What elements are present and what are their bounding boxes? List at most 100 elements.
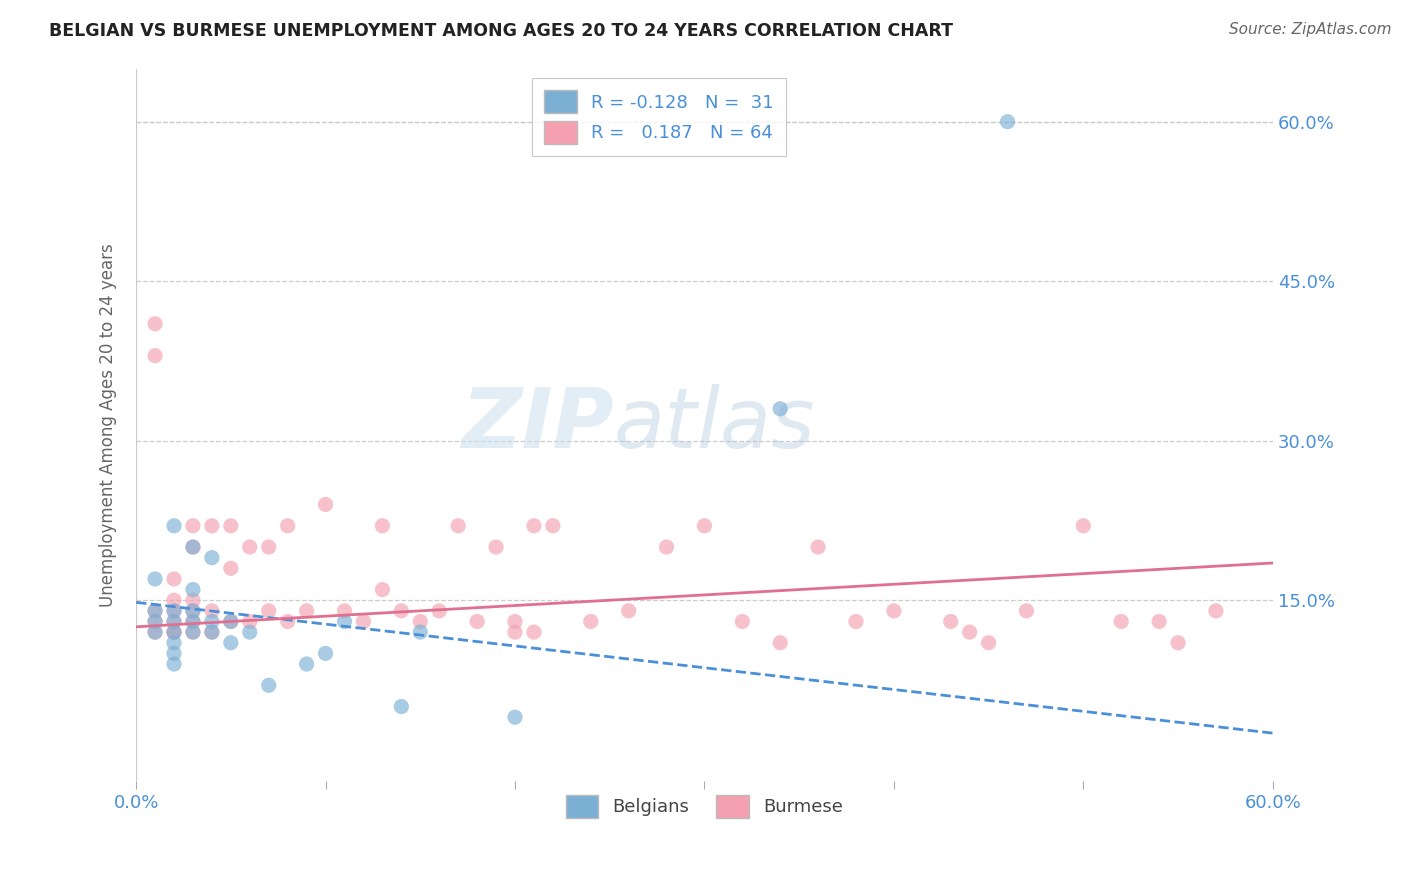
Point [1205, 604, 1227, 618]
Point [371, 582, 394, 597]
Point [143, 572, 166, 586]
Point [143, 604, 166, 618]
Point [163, 604, 186, 618]
Text: atlas: atlas [613, 384, 815, 466]
Point [143, 349, 166, 363]
Point [201, 604, 224, 618]
Point [201, 550, 224, 565]
Point [315, 498, 337, 512]
Text: ZIP: ZIP [461, 384, 613, 466]
Point [295, 604, 318, 618]
Point [503, 615, 526, 629]
Point [352, 615, 374, 629]
Point [219, 615, 242, 629]
Point [201, 615, 224, 629]
Point [181, 540, 204, 554]
Legend: Belgians, Burmese: Belgians, Burmese [558, 788, 851, 825]
Point [239, 540, 262, 554]
Point [257, 540, 280, 554]
Point [485, 540, 508, 554]
Point [163, 646, 186, 660]
Point [163, 657, 186, 671]
Point [883, 604, 905, 618]
Point [219, 561, 242, 575]
Point [257, 604, 280, 618]
Point [143, 625, 166, 640]
Point [163, 615, 186, 629]
Point [1109, 615, 1132, 629]
Point [1147, 615, 1170, 629]
Point [201, 518, 224, 533]
Point [1015, 604, 1038, 618]
Point [201, 625, 224, 640]
Point [181, 518, 204, 533]
Point [997, 114, 1019, 128]
Point [163, 625, 186, 640]
Point [219, 636, 242, 650]
Point [163, 636, 186, 650]
Point [503, 710, 526, 724]
Point [143, 317, 166, 331]
Point [181, 582, 204, 597]
Point [163, 518, 186, 533]
Point [163, 615, 186, 629]
Point [181, 604, 204, 618]
Point [939, 615, 962, 629]
Point [219, 518, 242, 533]
Point [1167, 636, 1189, 650]
Point [181, 615, 204, 629]
Point [541, 518, 564, 533]
Point [181, 625, 204, 640]
Point [163, 604, 186, 618]
Point [807, 540, 830, 554]
Point [201, 625, 224, 640]
Text: BELGIAN VS BURMESE UNEMPLOYMENT AMONG AGES 20 TO 24 YEARS CORRELATION CHART: BELGIAN VS BURMESE UNEMPLOYMENT AMONG AG… [49, 22, 953, 40]
Point [409, 615, 432, 629]
Point [959, 625, 981, 640]
Y-axis label: Unemployment Among Ages 20 to 24 years: Unemployment Among Ages 20 to 24 years [100, 243, 117, 607]
Point [371, 518, 394, 533]
Point [693, 518, 716, 533]
Point [409, 625, 432, 640]
Point [181, 625, 204, 640]
Point [143, 615, 166, 629]
Point [389, 699, 412, 714]
Point [181, 593, 204, 607]
Point [163, 593, 186, 607]
Point [239, 625, 262, 640]
Point [277, 615, 299, 629]
Point [523, 518, 546, 533]
Point [163, 625, 186, 640]
Point [277, 518, 299, 533]
Point [617, 604, 640, 618]
Point [465, 615, 488, 629]
Point [769, 401, 792, 416]
Point [143, 615, 166, 629]
Point [181, 540, 204, 554]
Point [181, 604, 204, 618]
Point [655, 540, 678, 554]
Point [389, 604, 412, 618]
Point [1073, 518, 1095, 533]
Point [427, 604, 450, 618]
Point [181, 615, 204, 629]
Point [163, 625, 186, 640]
Point [579, 615, 602, 629]
Point [523, 625, 546, 640]
Point [333, 604, 356, 618]
Point [143, 604, 166, 618]
Point [333, 615, 356, 629]
Point [503, 625, 526, 640]
Point [219, 615, 242, 629]
Point [315, 646, 337, 660]
Point [257, 678, 280, 692]
Point [731, 615, 754, 629]
Point [295, 657, 318, 671]
Point [163, 572, 186, 586]
Point [769, 636, 792, 650]
Point [977, 636, 1000, 650]
Point [239, 615, 262, 629]
Point [845, 615, 868, 629]
Text: Source: ZipAtlas.com: Source: ZipAtlas.com [1229, 22, 1392, 37]
Point [143, 625, 166, 640]
